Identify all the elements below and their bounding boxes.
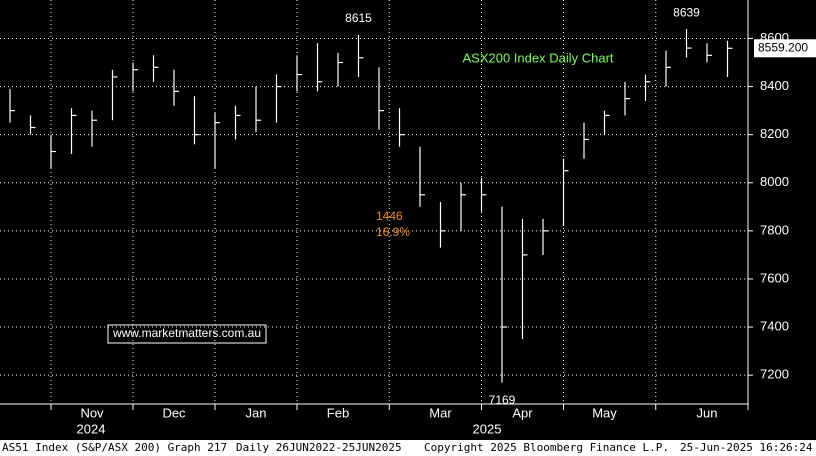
footer-text: Copyright 2025 Bloomberg Finance L.P. <box>424 441 669 454</box>
x-tick-label: Apr <box>512 405 533 420</box>
annotation: 7169 <box>489 393 516 407</box>
last-price-box <box>754 39 816 58</box>
y-tick-label: 7200 <box>760 367 789 382</box>
y-tick-label: 7400 <box>760 318 789 333</box>
x-tick-label: Jun <box>697 405 718 420</box>
watermark: www.marketmatters.com.au <box>112 326 261 340</box>
watermark-box <box>107 324 267 344</box>
x-tick-label: Mar <box>429 405 452 420</box>
last-price-label: 8559.200 <box>758 40 808 54</box>
chart-title: ASX200 Index Daily Chart <box>462 50 613 65</box>
footer-text: AS51 Index (S&P/ASX 200) Graph 217 <box>2 441 227 454</box>
drop-percent: 16.9% <box>376 225 410 239</box>
annotation: 8615 <box>345 11 372 25</box>
drop-points: 1446 <box>376 209 403 223</box>
footer-band <box>0 440 816 456</box>
footer-text: 25-Jun-2025 16:26:24 <box>680 441 813 454</box>
y-tick-label: 8000 <box>760 174 789 189</box>
y-tick-label: 8200 <box>760 126 789 141</box>
x-tick-label: Dec <box>162 405 186 420</box>
background <box>0 0 816 440</box>
annotation: 8639 <box>673 5 700 19</box>
year-label: 2024 <box>77 421 106 436</box>
y-tick-label: 7800 <box>760 222 789 237</box>
x-tick-label: Nov <box>80 405 104 420</box>
x-tick-label: May <box>592 405 617 420</box>
x-tick-label: Feb <box>327 405 349 420</box>
footer-text: Daily 26JUN2022-25JUN2025 <box>236 441 402 454</box>
y-tick-label: 7600 <box>760 270 789 285</box>
y-tick-label: 8400 <box>760 78 789 93</box>
x-tick-label: Jan <box>246 405 267 420</box>
year-label: 2025 <box>473 421 502 436</box>
